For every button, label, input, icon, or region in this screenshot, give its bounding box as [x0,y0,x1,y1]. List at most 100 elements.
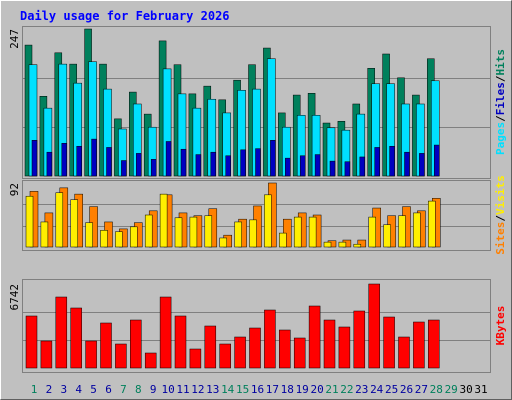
bar [404,151,410,177]
bar [204,215,213,248]
x-tick-label: 17 [266,383,279,396]
x-tick-label: 25 [385,383,398,396]
chart-title: Daily usage for February 2026 [20,9,230,23]
bar [55,192,64,248]
x-tick-label: 11 [176,383,189,396]
bar [357,239,367,248]
y-tick-label: 247 [8,29,21,49]
bar [144,352,157,369]
bar [308,305,321,369]
bar [359,156,366,177]
legend-entry: Visits [494,175,507,215]
x-tick-label: 2 [46,383,53,396]
legend-separator: / [494,75,507,82]
bar [368,216,376,248]
bar [91,138,97,177]
bar [285,157,291,177]
bar [55,296,68,369]
bar [25,315,38,369]
x-tick-label: 29 [445,383,458,396]
bar [323,319,336,369]
bar [234,336,246,369]
x-tick-label: 8 [135,383,142,396]
legend-entry: Files [494,82,507,115]
bar [270,140,276,177]
bar [225,155,231,177]
bar [180,148,187,177]
bar [428,200,436,248]
bar [329,160,336,177]
legend: Pages/Files/Hits [494,49,507,155]
bar [368,283,380,369]
bar [189,348,202,369]
bar [234,221,242,248]
bar [219,343,231,369]
legend: Sites/Visits [494,175,507,255]
bar [174,217,183,248]
bar [100,322,112,369]
x-tick-label: 27 [415,383,428,396]
x-tick-label: 10 [161,383,174,396]
x-tick-label: 19 [296,383,309,396]
bar [70,307,82,369]
bar [353,310,366,369]
bar [264,309,276,369]
x-tick-label: 16 [251,383,264,396]
bar [293,216,302,248]
bar [115,231,123,248]
bar [70,199,78,248]
legend-entry: Pages [494,122,507,155]
bar [85,340,97,369]
bar [25,195,34,248]
bar [174,315,187,369]
legend: KBytes [494,306,507,346]
bar [434,144,440,177]
bar [299,155,306,177]
bar [46,151,53,177]
bar [383,224,391,248]
x-tick-label: 24 [370,383,384,396]
bar [398,215,406,248]
bar [100,230,108,248]
bar [249,219,257,248]
y-tick-label: 92 [8,183,21,196]
y-tick-label: 6742 [8,284,21,311]
legend-entry: Sites [494,222,507,255]
bar [374,147,380,177]
bar [31,140,38,177]
bar [338,326,351,369]
bar [85,222,93,248]
x-tick-label: 28 [430,383,443,396]
bar [121,160,127,177]
bar [115,343,127,369]
x-tick-label: 15 [236,383,249,396]
bar [249,327,261,369]
bar [428,319,440,369]
bar [40,340,53,369]
x-tick-label: 13 [206,383,219,396]
bar [413,212,421,248]
bar [344,161,351,177]
bar [40,221,49,248]
bar [195,154,202,177]
bar [279,329,291,369]
bar [389,145,395,177]
bar [338,241,347,248]
bar [130,319,142,369]
legend-entry: Hits [494,49,507,76]
bar [413,321,425,369]
x-tick-label: 4 [75,383,82,396]
bar [323,241,332,248]
bar [398,336,410,369]
x-tick-label: 20 [310,383,323,396]
bar [61,143,68,177]
bar [144,214,153,248]
x-tick-label: 26 [400,383,413,396]
bar [159,296,172,369]
legend-entry: KBytes [494,306,507,346]
bar [106,147,112,177]
bar [353,243,362,248]
x-tick-label: 30 [459,383,472,396]
bar [159,193,168,248]
